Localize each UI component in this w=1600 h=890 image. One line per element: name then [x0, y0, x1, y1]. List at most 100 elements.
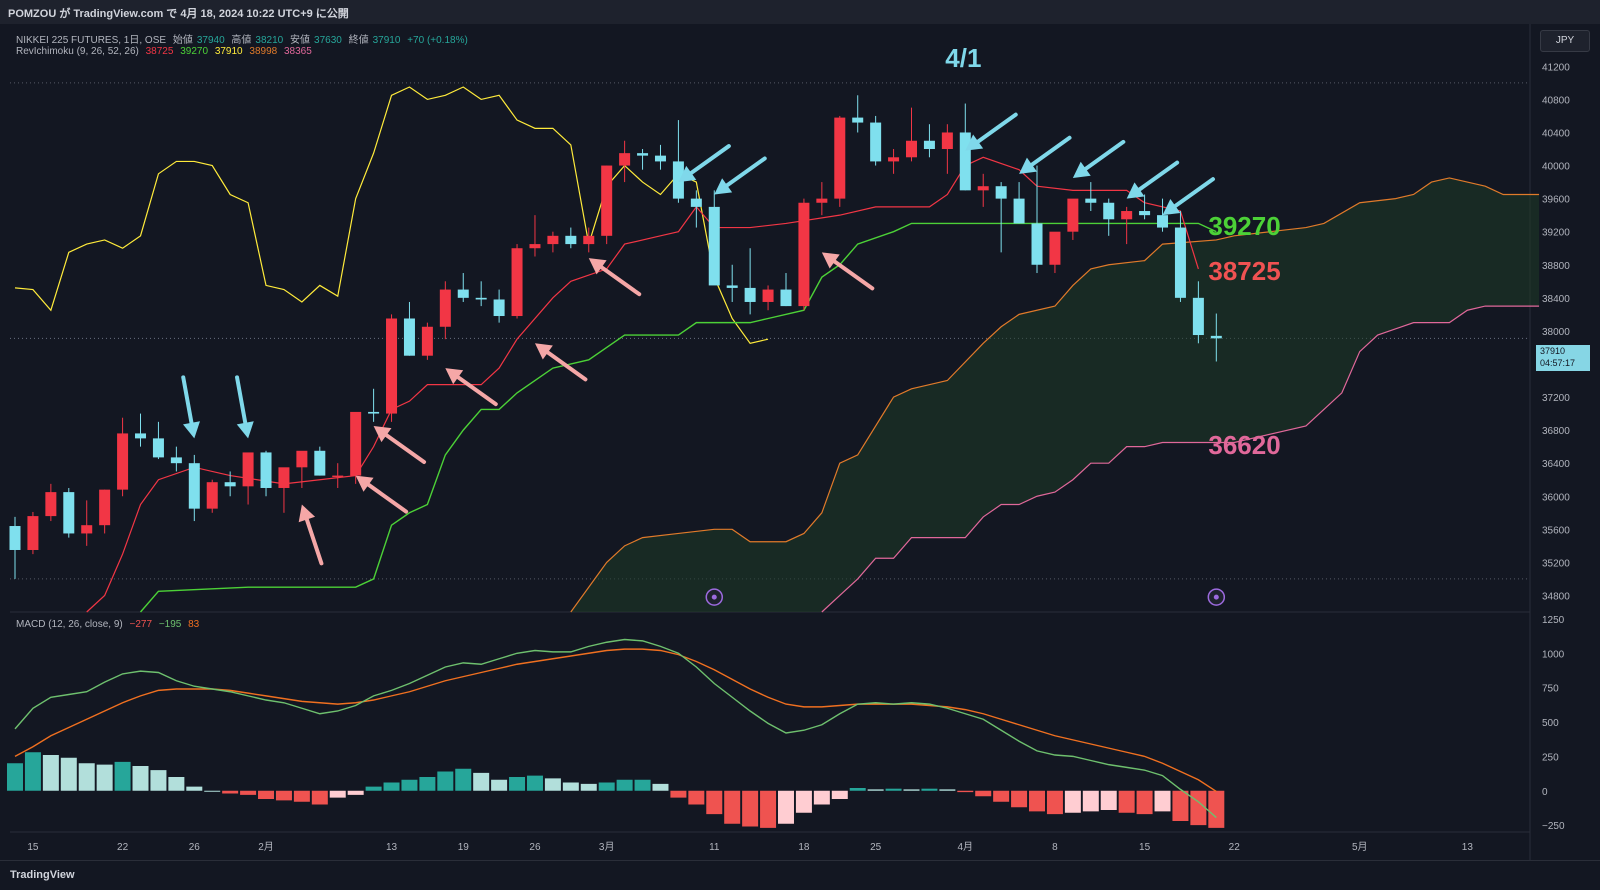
macd-histogram-bar — [921, 788, 938, 791]
ichimoku-tenkan-value: 38725 — [145, 46, 174, 57]
candle-body — [744, 287, 756, 302]
macd-histogram-bar — [204, 790, 221, 792]
candle-body — [475, 297, 487, 300]
close-label: 終値 — [348, 35, 369, 46]
macd-histogram-bar — [293, 790, 310, 802]
candle — [206, 479, 218, 513]
macd-histogram-bar — [598, 782, 615, 791]
candle — [99, 489, 111, 534]
time-tick-label: 19 — [458, 842, 470, 853]
candle-body — [780, 289, 792, 307]
candle — [350, 411, 362, 484]
tradingview-logo[interactable]: TradingView — [10, 869, 75, 881]
candle — [726, 264, 738, 302]
candle — [224, 471, 236, 497]
candle-body — [9, 526, 21, 550]
pink-arrow-head — [445, 368, 464, 385]
candle — [81, 500, 93, 546]
blue-arrow-shaft — [722, 156, 767, 190]
macd-histogram-bar — [885, 788, 902, 791]
tenkan-sen-line — [86, 156, 1199, 613]
candle-body — [117, 433, 129, 490]
time-tick-label: 22 — [1229, 842, 1241, 853]
price-tick-label: 38000 — [1542, 327, 1570, 338]
macd-histogram-bar — [957, 790, 974, 793]
price-tick-label: 40800 — [1542, 95, 1570, 106]
macd-histogram-bar — [509, 777, 526, 791]
macd-histogram-bar — [652, 783, 669, 791]
kijun-sen-line — [139, 222, 1217, 613]
candle — [296, 450, 308, 488]
candle — [852, 95, 864, 133]
candle-body — [1085, 198, 1097, 203]
macd-histogram-bar — [706, 790, 723, 815]
ichimoku-cloud — [570, 177, 1540, 613]
candle — [1139, 194, 1151, 220]
candle — [1121, 206, 1133, 245]
time-tick-label: 18 — [798, 842, 810, 853]
macd-histogram-bar — [7, 763, 23, 791]
macd-tick-label: 500 — [1542, 718, 1559, 729]
candle-body — [906, 140, 917, 158]
blue-arrow-shaft — [1026, 135, 1072, 169]
candle — [152, 421, 164, 460]
candle-body — [995, 186, 1007, 199]
candle-body — [296, 450, 308, 468]
candle-body — [152, 438, 164, 458]
candle — [493, 289, 505, 323]
candle — [888, 149, 900, 174]
candle-body — [493, 299, 505, 317]
macd-histogram-bar — [993, 790, 1010, 802]
price-tick-label: 39200 — [1542, 228, 1570, 239]
candle — [1174, 211, 1186, 302]
candle — [135, 413, 147, 447]
candle-body — [63, 492, 75, 534]
time-tick-label: 22 — [117, 842, 129, 853]
pink-arrow — [445, 368, 498, 407]
blue-arrow-shaft — [1170, 177, 1215, 211]
candle-body — [762, 289, 774, 302]
candle — [1103, 198, 1115, 236]
blue-arrow — [1162, 177, 1215, 216]
macd-histogram-bar — [455, 768, 472, 791]
candle-body — [242, 452, 254, 487]
candle — [188, 454, 200, 522]
candle — [708, 190, 720, 286]
candle — [870, 115, 882, 166]
macd-histogram-bar — [383, 782, 400, 791]
pink-arrow — [355, 475, 409, 514]
currency-button[interactable]: JPY — [1540, 30, 1590, 52]
pink-arrow-shaft — [303, 513, 324, 566]
macd-histogram-bar — [562, 782, 579, 791]
pink-arrow — [373, 425, 427, 465]
time-tick-label: 2月 — [258, 841, 274, 853]
macd-histogram-bar — [329, 790, 346, 798]
candle — [1085, 182, 1097, 212]
macd-histogram-bar — [419, 777, 436, 791]
macd-tick-label: 0 — [1542, 787, 1548, 798]
pink-arrow-shaft — [453, 373, 498, 407]
time-tick-label: 26 — [529, 842, 541, 853]
price-legend: NIKKEI 225 FUTURES, 1日, OSE 始値 37940 高値 38… — [16, 31, 472, 46]
macd-histogram-bar — [867, 789, 884, 791]
candle-body — [583, 235, 595, 245]
macd-histogram-bar — [634, 779, 651, 791]
candle-body — [852, 117, 864, 123]
candle — [439, 281, 451, 340]
macd-histogram-bar — [1046, 790, 1063, 815]
macd-tick-label: 1250 — [1542, 615, 1565, 626]
low-value: 37630 — [314, 35, 342, 46]
macd-value-1: −277 — [129, 619, 153, 630]
candle-body — [350, 411, 362, 476]
macd-histogram-bar — [1136, 790, 1153, 815]
macd-histogram-bar — [132, 766, 149, 791]
time-tick-label: 8 — [1052, 842, 1058, 853]
pink-arrow — [821, 252, 875, 291]
macd-histogram-bar — [1118, 790, 1135, 813]
candle-body — [654, 155, 666, 162]
macd-value-3: 83 — [188, 619, 200, 630]
candle — [1067, 198, 1079, 240]
macd-histogram-bar — [831, 790, 848, 799]
candle-body — [224, 482, 236, 487]
